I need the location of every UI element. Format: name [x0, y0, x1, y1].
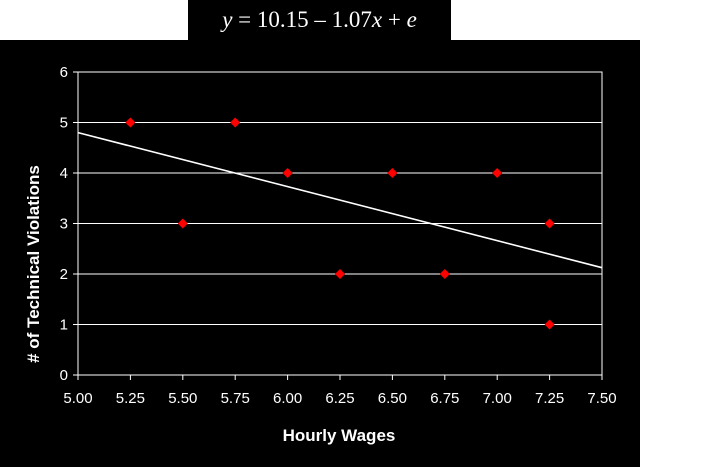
x-tick-label: 6.75 — [430, 390, 459, 407]
equation-e: e — [406, 7, 417, 32]
data-points — [125, 117, 555, 330]
regression-line — [77, 131, 603, 269]
data-point — [230, 117, 241, 128]
equation-y: y — [222, 7, 233, 32]
trendline-group — [77, 131, 603, 269]
chart-panel: 0 1 2 3 4 5 6 5.00 5.25 5.50 5.75 6.00 6.25 6.50 6.75 7… — [0, 40, 640, 467]
regression-equation: y = 10.15 – 1.07 x + e — [188, 0, 451, 40]
y-tick-label: 3 — [60, 216, 68, 233]
y-tick-label: 2 — [60, 266, 68, 283]
data-point — [387, 168, 398, 178]
tick-labels: 0 1 2 3 4 5 6 5.00 5.25 5.50 5.75 6.00 6.25 6.50 6.75 7… — [60, 64, 617, 407]
equation-tail: + — [382, 7, 407, 32]
gridlines — [78, 71, 602, 325]
data-point — [177, 218, 188, 229]
equation-x: x — [371, 7, 383, 32]
data-point — [282, 168, 293, 178]
axes — [73, 71, 603, 380]
data-point — [125, 117, 136, 128]
y-tick-label: 4 — [60, 165, 68, 182]
y-tick-label: 0 — [60, 367, 68, 384]
x-tick-label: 5.75 — [221, 390, 250, 407]
x-tick-label: 5.00 — [63, 390, 92, 407]
x-tick-label: 6.00 — [273, 390, 302, 407]
data-point — [544, 218, 555, 229]
y-tick-label: 6 — [60, 64, 68, 81]
x-tick-label: 7.00 — [483, 390, 512, 407]
y-tick-label: 1 — [60, 317, 68, 334]
plot-frame — [77, 71, 603, 376]
data-point — [439, 269, 450, 279]
x-tick-label: 6.25 — [325, 390, 354, 407]
y-tick-label: 5 — [60, 115, 68, 132]
x-tick-label: 7.25 — [535, 390, 564, 407]
x-axis-label: Hourly Wages — [283, 426, 396, 445]
x-tick-label: 6.50 — [378, 390, 407, 407]
data-point — [335, 269, 345, 279]
x-tick-label: 5.25 — [116, 390, 145, 407]
data-point — [492, 168, 503, 178]
x-tick-label: 5.50 — [168, 390, 197, 407]
data-point — [544, 319, 555, 330]
y-axis-label: # of Technical Violations — [24, 165, 43, 363]
x-tick-label: 7.50 — [587, 390, 616, 407]
scatter-chart: 0 1 2 3 4 5 6 5.00 5.25 5.50 5.75 6.00 6.25 6.50 6.75 7… — [24, 64, 617, 445]
equation-mid: = 10.15 – 1.07 — [232, 7, 372, 32]
